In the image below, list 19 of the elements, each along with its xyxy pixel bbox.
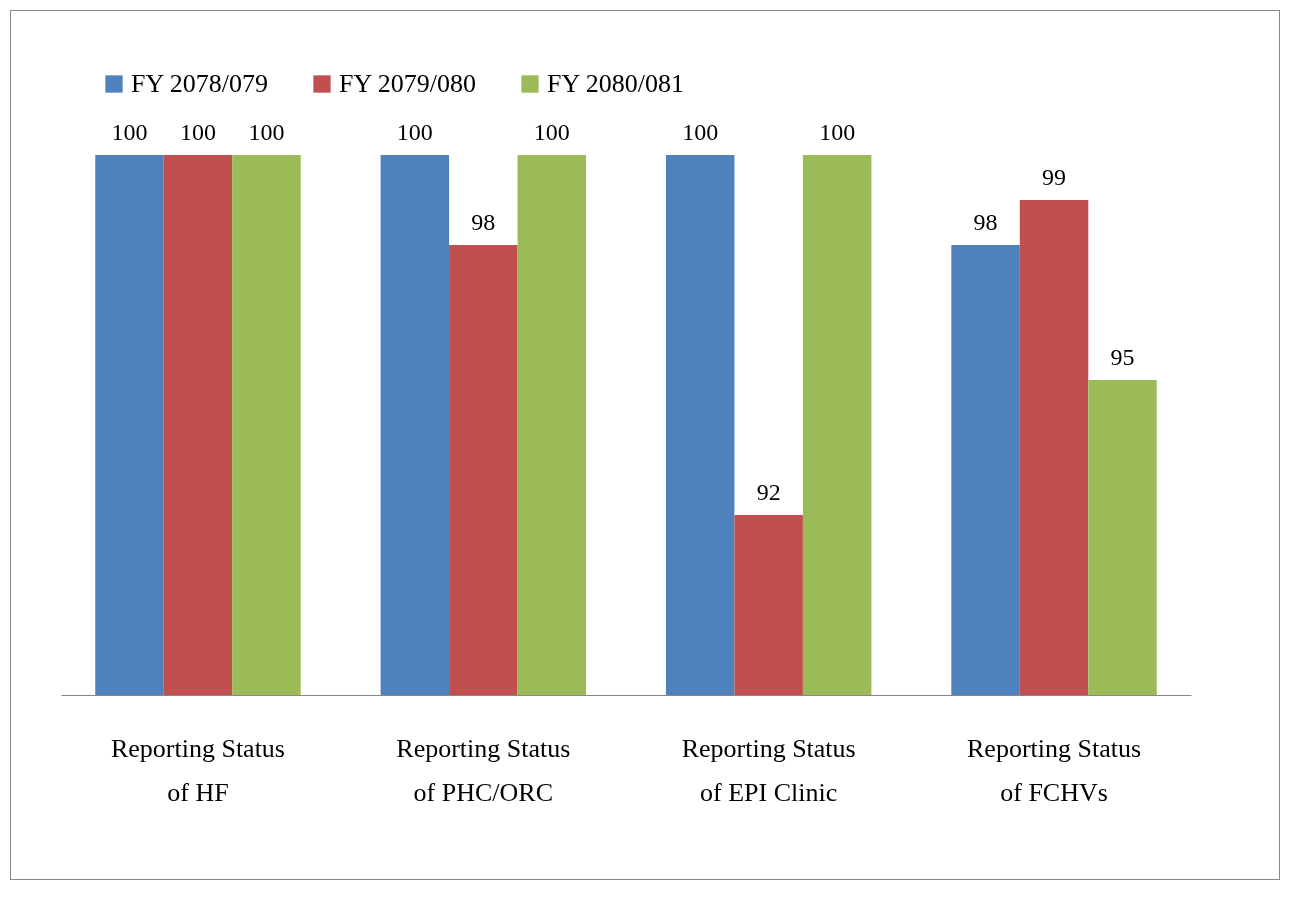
legend-label: FY 2080/081 bbox=[547, 69, 684, 98]
data-label: 100 bbox=[248, 119, 285, 145]
data-label: 100 bbox=[533, 119, 570, 145]
data-label: 99 bbox=[1042, 164, 1067, 190]
x-tick-label: Reporting Status of EPI Clinic bbox=[681, 733, 856, 807]
data-label: 100 bbox=[819, 119, 856, 145]
x-tick-label: Reporting Status of HF bbox=[110, 733, 285, 807]
legend-label: FY 2078/079 bbox=[131, 69, 268, 98]
data-label: 100 bbox=[111, 119, 148, 145]
data-label: 92 bbox=[756, 479, 781, 505]
legend-label: FY 2079/080 bbox=[339, 69, 476, 98]
data-label: 95 bbox=[1110, 344, 1135, 370]
data-label: 98 bbox=[973, 209, 998, 235]
x-tick-label: Reporting Status of FCHVs bbox=[967, 733, 1142, 807]
data-label: 98 bbox=[471, 209, 496, 235]
data-label: 100 bbox=[396, 119, 433, 145]
data-label: 100 bbox=[179, 119, 216, 145]
x-tick-label: Reporting Status of PHC/ORC bbox=[396, 733, 571, 807]
data-label: 100 bbox=[682, 119, 719, 145]
